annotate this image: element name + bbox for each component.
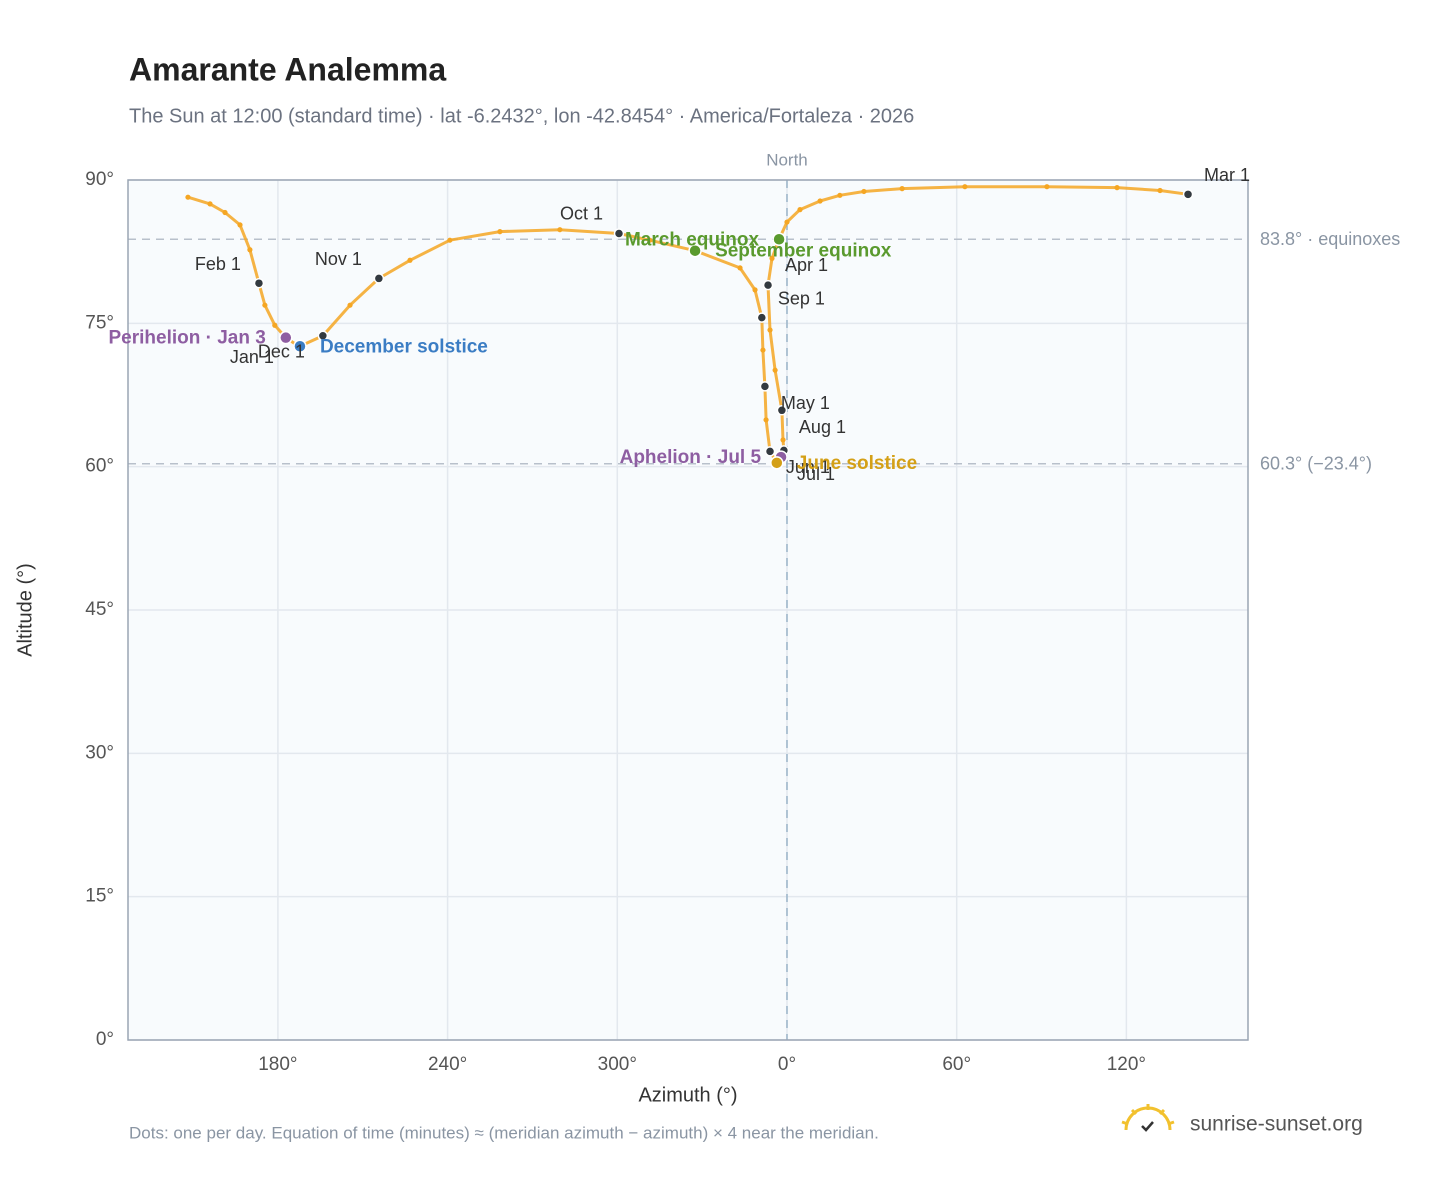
day-dot xyxy=(272,322,278,328)
reference-label: 60.3° (−23.4°) xyxy=(1260,454,1372,474)
day-dot xyxy=(247,247,253,253)
y-tick-label: 90° xyxy=(85,169,114,190)
event-label: June solstice xyxy=(797,453,917,474)
y-tick-label: 0° xyxy=(96,1029,114,1050)
marker xyxy=(770,456,784,470)
marker xyxy=(764,446,776,457)
day-dot xyxy=(262,302,268,308)
day-dot xyxy=(962,184,968,190)
day-dot xyxy=(185,194,191,200)
brand-logo xyxy=(1121,1104,1175,1132)
day-dot xyxy=(407,257,413,263)
y-tick-label: 30° xyxy=(85,742,114,763)
month-label: Jul 1 xyxy=(797,464,835,484)
event-label: Aphelion · Jul 5 xyxy=(620,447,762,468)
day-dot xyxy=(1157,187,1163,194)
marker xyxy=(772,232,786,246)
marker xyxy=(762,279,774,291)
day-dot xyxy=(797,207,803,213)
marker xyxy=(776,405,788,416)
marker xyxy=(1182,189,1194,200)
month-label: Aug 1 xyxy=(799,417,846,437)
event-label: March equinox xyxy=(625,229,760,250)
day-dot xyxy=(737,265,743,271)
day-dot xyxy=(222,209,228,216)
x-tick-label: 300° xyxy=(598,1054,637,1075)
marker xyxy=(756,312,768,323)
meridian-label: North xyxy=(766,150,808,169)
day-dot xyxy=(760,347,766,353)
marker xyxy=(279,330,293,345)
x-tick-label: 60° xyxy=(942,1054,971,1075)
event-label: Perihelion · Jan 3 xyxy=(108,328,265,349)
day-dot xyxy=(817,198,823,204)
marker xyxy=(373,273,385,284)
month-label: Jun 1 xyxy=(786,457,830,477)
y-tick-label: 15° xyxy=(85,886,114,907)
marker xyxy=(293,339,307,354)
marker xyxy=(253,277,265,289)
day-dot xyxy=(1114,185,1120,191)
x-tick-label: 0° xyxy=(778,1054,796,1075)
day-dot xyxy=(767,327,773,333)
day-dot xyxy=(784,219,790,225)
day-dot xyxy=(752,287,758,293)
footnote: Dots: one per day. Equation of time (min… xyxy=(129,1123,879,1142)
month-label: Oct 1 xyxy=(560,203,603,223)
day-dot xyxy=(557,227,563,233)
day-dot xyxy=(780,437,786,443)
markers xyxy=(253,189,1194,470)
month-label: Jan 1 xyxy=(230,347,274,367)
sun-path-line xyxy=(187,195,303,350)
marker xyxy=(317,330,329,342)
chart-title: Amarante Analemma xyxy=(129,51,446,87)
event-label: September equinox xyxy=(715,241,892,262)
month-label: Apr 1 xyxy=(785,255,828,275)
x-tick-label: 240° xyxy=(428,1054,467,1075)
month-label: Sep 1 xyxy=(778,288,825,308)
marker xyxy=(613,228,625,239)
plot-frame xyxy=(127,179,1249,1041)
day-dot xyxy=(207,201,213,207)
month-label: Dec 1 xyxy=(258,342,305,362)
event-label: December solstice xyxy=(320,336,488,357)
marker xyxy=(688,243,702,258)
day-dot xyxy=(447,237,453,243)
y-axis-label: Altitude (°) xyxy=(14,563,36,657)
y-tick-label: 45° xyxy=(85,599,114,620)
day-dot xyxy=(237,222,243,228)
day-dot xyxy=(1044,184,1050,190)
month-label: May 1 xyxy=(781,393,830,413)
month-label: Feb 1 xyxy=(195,254,241,274)
day-dot xyxy=(861,188,867,195)
day-dot xyxy=(769,255,775,261)
marker xyxy=(759,381,771,392)
day-dot xyxy=(837,192,843,198)
day-dot xyxy=(497,229,503,235)
reference-label: 83.8° · equinoxes xyxy=(1260,229,1400,249)
day-dot xyxy=(647,237,653,243)
x-axis-label: Azimuth (°) xyxy=(638,1084,737,1106)
y-tick-label: 75° xyxy=(85,312,114,333)
day-dot xyxy=(899,186,905,192)
x-tick-label: 120° xyxy=(1107,1054,1146,1075)
day-dot xyxy=(347,302,353,308)
month-label: Nov 1 xyxy=(315,249,362,269)
day-dot xyxy=(772,367,778,373)
brand-name: sunrise-sunset.org xyxy=(1190,1113,1363,1136)
day-dot xyxy=(763,417,769,423)
x-tick-label: 180° xyxy=(258,1054,297,1075)
y-tick-label: 60° xyxy=(85,456,114,477)
reference-lines xyxy=(128,180,1248,1040)
month-label: Mar 1 xyxy=(1204,165,1250,185)
chart-subtitle: The Sun at 12:00 (standard time) · lat -… xyxy=(129,105,914,127)
